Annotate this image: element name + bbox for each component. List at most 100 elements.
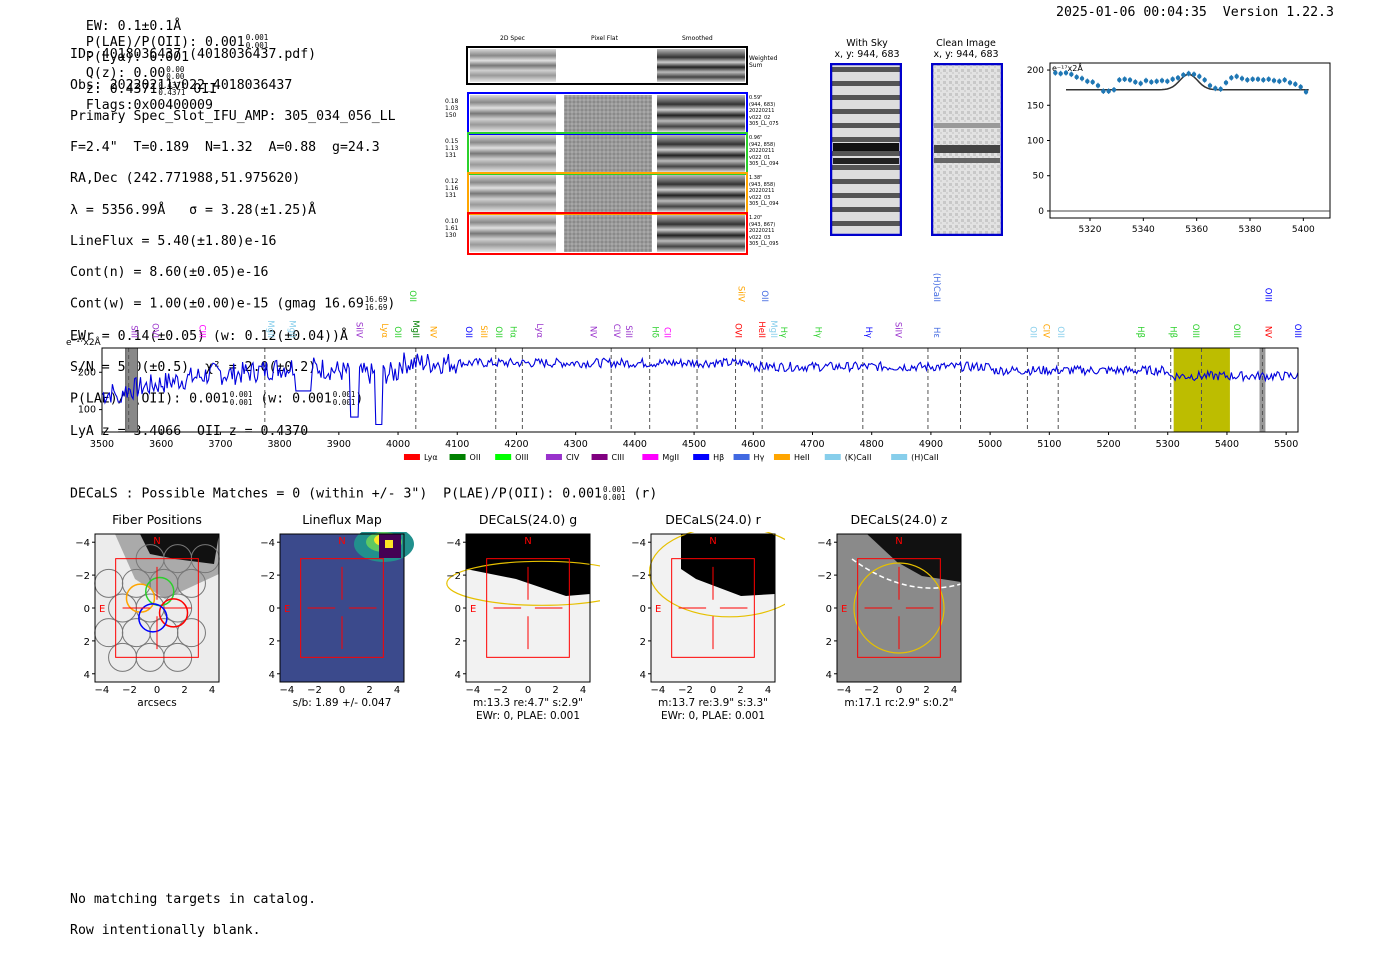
decals-ytick: 4 bbox=[269, 670, 275, 681]
spectrum-line-label: OVI bbox=[733, 323, 743, 338]
fiber-row-left-label: 0.15 1.13 131 bbox=[445, 138, 459, 159]
decals-xtick: 4 bbox=[393, 685, 401, 696]
spectrum-xtick: 5100 bbox=[1037, 439, 1061, 450]
zoom-xtick: 5320 bbox=[1079, 225, 1102, 235]
zoom-point bbox=[1197, 73, 1202, 80]
decals-xtick: 4 bbox=[950, 685, 958, 696]
spectrum-xtick: 4800 bbox=[860, 439, 884, 450]
decals-xtick: 0 bbox=[153, 685, 161, 696]
spectrum-line-label: Hγ bbox=[863, 327, 873, 338]
decals-xtick: 4 bbox=[208, 685, 216, 696]
info-contn: Cont(n) = 8.60(±0.05)e-16 bbox=[70, 264, 269, 280]
zoom-ytick: 200 bbox=[1027, 66, 1044, 76]
cutout-panel: 2D Spec Pixel Flat Smoothed Weighted Sum … bbox=[445, 33, 790, 255]
svg-text:MgII: MgII bbox=[662, 453, 679, 462]
spectrum-line-label: HeII bbox=[756, 321, 766, 338]
zoom-ytick: 100 bbox=[1027, 137, 1044, 147]
search-box bbox=[115, 558, 199, 658]
spectrum-line-label: MgII bbox=[287, 320, 297, 338]
header-z: z: 0.43710.4371 0.4371 OII bbox=[85, 80, 218, 98]
svg-text:OII: OII bbox=[470, 453, 481, 462]
decals-xtick: 0 bbox=[709, 685, 717, 696]
fiber-row-right-label: 0.96" (942, 858) 20220211 v022_01 305_LL_094 bbox=[749, 135, 779, 167]
zoom-ytick: 150 bbox=[1027, 101, 1044, 111]
fiber-circle bbox=[176, 618, 206, 648]
zoom-point bbox=[1213, 85, 1218, 92]
spectrum-line-label: SiIV bbox=[892, 322, 902, 338]
decals-xtick: −2 bbox=[678, 685, 693, 696]
spectrum-line-label: OII bbox=[463, 326, 473, 338]
source-ellipse bbox=[648, 532, 785, 618]
decals-xtick: 4 bbox=[764, 685, 772, 696]
spectrum-xtick: 5500 bbox=[1274, 439, 1298, 450]
zoom-point bbox=[1293, 81, 1298, 87]
zoom-point bbox=[1159, 77, 1165, 84]
decals-panel-title: Lineflux Map bbox=[302, 512, 382, 527]
info-lyaz: LyA z = 3.4066 OII z = 0.4370 bbox=[70, 423, 309, 439]
zoom-point bbox=[1095, 82, 1101, 89]
spectrum-xtick: 4000 bbox=[386, 439, 410, 450]
legend-item: MgII bbox=[642, 453, 679, 462]
svg-text:Hγ: Hγ bbox=[754, 453, 765, 462]
zoom-point bbox=[1090, 79, 1095, 85]
search-box bbox=[300, 558, 384, 658]
svg-text:OIII: OIII bbox=[515, 453, 528, 462]
spectrum-xtick: 5200 bbox=[1096, 439, 1120, 450]
info-id: ID: 4018036437 (4018036437.pdf) bbox=[70, 46, 317, 62]
decals-panel-title: DECaLS(24.0) z bbox=[850, 512, 948, 527]
decals-ytick: 0 bbox=[84, 604, 90, 615]
legend-item: CIV bbox=[545, 453, 580, 462]
spectrum-line-label: CII bbox=[662, 327, 672, 338]
header-version: Version 1.22.3 bbox=[1222, 5, 1334, 20]
spectrum-unit: e⁻¹⁷x2Å bbox=[66, 336, 102, 348]
spectrum-line-label: NV bbox=[1262, 326, 1272, 338]
zoom-point bbox=[1122, 76, 1127, 83]
decals-panel-caption: m:17.1 rc:2.9" s:0.2" bbox=[844, 697, 954, 709]
zoom-xtick: 5380 bbox=[1239, 225, 1262, 235]
decals-title: DECaLS : Possible Matches = 0 (within +/… bbox=[70, 485, 658, 502]
info-params: F=2.4" T=0.189 N=1.32 A=0.88 g=24.3 bbox=[70, 140, 380, 156]
spectrum-ytick: 100 bbox=[78, 405, 96, 416]
spectrum-line-label: CIV bbox=[611, 324, 621, 338]
north-label: N bbox=[524, 536, 531, 547]
cutout-images bbox=[466, 46, 748, 255]
zoom-point bbox=[1223, 79, 1229, 86]
decals-xtick: 2 bbox=[552, 685, 559, 696]
legend-item: CIII bbox=[591, 453, 624, 462]
decals-ytick: 0 bbox=[269, 604, 275, 615]
spectrum-xtick: 3900 bbox=[327, 439, 351, 450]
fiber-row bbox=[467, 92, 748, 135]
decals-ytick: −2 bbox=[446, 571, 461, 582]
north-label: N bbox=[895, 536, 902, 547]
decals-xtick: 2 bbox=[923, 685, 930, 696]
fiber-row bbox=[467, 132, 748, 175]
zoom-point bbox=[1229, 74, 1234, 81]
decals-ytick: 0 bbox=[640, 604, 646, 615]
east-label: E bbox=[841, 604, 847, 615]
zoom-point bbox=[1165, 78, 1170, 85]
spectrum-line-label: SiII bbox=[623, 325, 633, 338]
col-pixel-flat: Pixel Flat bbox=[591, 35, 618, 42]
info-ewr: EWr = 0.14(±0.05) (w: 0.12(±0.04))Å bbox=[70, 328, 348, 344]
source-ellipse bbox=[446, 560, 600, 606]
zoom-point bbox=[1069, 71, 1074, 78]
decals-xtick: −4 bbox=[650, 685, 666, 696]
decals-panel-image: N E 4 2 0 −2 −4 bbox=[631, 532, 785, 683]
svg-text:Lyα: Lyα bbox=[424, 453, 438, 462]
spectrum-line-label: Lyα bbox=[379, 323, 389, 338]
header-right: 2025-01-06 00:04:35 Version 1.22.3 bbox=[1056, 5, 1334, 21]
spectrum-xtick: 3600 bbox=[149, 439, 173, 450]
spectrum-line-label: OIII bbox=[1190, 324, 1200, 338]
zoom-xtick: 5340 bbox=[1132, 225, 1155, 235]
fiber-row-left-label: 0.12 1.16 131 bbox=[445, 178, 459, 199]
zoom-chart: 200 150 100 50 0 5320 5340 5360 5380 5400 e⁻¹⁷x2Å bbox=[1027, 62, 1331, 235]
info-radec: RA,Dec (242.771988,51.975620) bbox=[70, 171, 301, 187]
spectrum-line-label: Hε bbox=[931, 327, 941, 338]
decals-xtick: 2 bbox=[737, 685, 744, 696]
search-box bbox=[857, 558, 941, 658]
fiber-circle-blue bbox=[138, 603, 168, 633]
spectrum-line bbox=[101, 352, 1299, 426]
zoom-point bbox=[1181, 72, 1186, 78]
info-block: ID: 4018036437 (4018036437.pdf) Obs: 202… bbox=[70, 31, 396, 455]
spectrum-xtick: 4700 bbox=[800, 439, 824, 450]
